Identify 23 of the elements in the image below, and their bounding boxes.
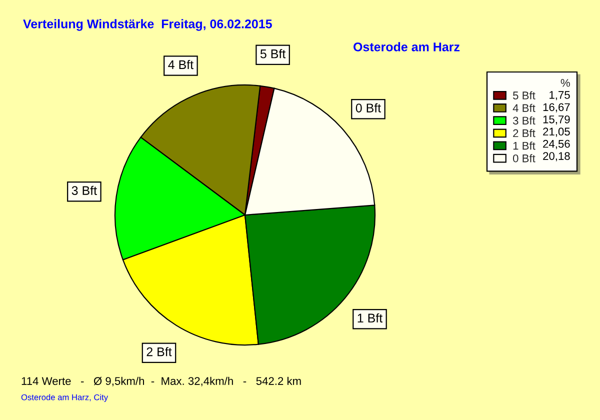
legend-title: %	[560, 79, 570, 87]
slice-label: 3 Bft	[72, 186, 97, 195]
chart-subtitle: Osterode am Harz	[354, 42, 460, 52]
slice-label: 0 Bft	[356, 103, 382, 112]
slice-label: 5 Bft	[260, 49, 286, 58]
legend-label: 2 Bft	[513, 129, 536, 138]
slice-label: 4 Bft	[168, 60, 194, 70]
legend-label: 1 Bft	[513, 142, 536, 150]
text: 114 Werte - Ø 9,5km/h - Max. 32,4km/h - 542.2 km	[22, 376, 301, 386]
legend-label: 3 Bft	[512, 116, 536, 125]
legend-label: 0 Bft	[512, 154, 536, 162]
data-label: 24,56	[543, 140, 570, 150]
text: Osterode am Harz, City	[21, 394, 108, 402]
legend-label: 5 Bft	[513, 91, 536, 100]
data-label: 15,79	[543, 115, 570, 125]
data-label: 16,67	[543, 103, 570, 112]
slice-label: 2 Bft	[146, 347, 172, 356]
legend-label: 4 Bft	[512, 104, 536, 112]
data-label: 20,18	[543, 152, 570, 162]
data-label: 1,75	[550, 91, 570, 100]
data-label: 21,05	[543, 128, 570, 137]
slice-label: 1 Bft	[358, 313, 383, 322]
chart-title: Verteilung Windstärke Freitag, 06.02.2015	[23, 19, 272, 31]
